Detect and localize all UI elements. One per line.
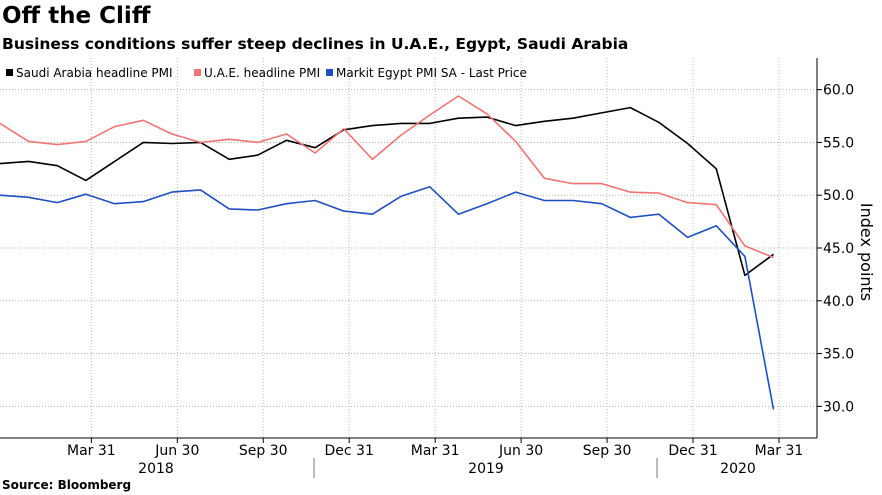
series-line-1 (0, 106, 774, 277)
x-year-label: 2018 (138, 461, 174, 477)
legend-swatch (326, 69, 333, 76)
x-year-label: 2019 (468, 461, 504, 477)
x-tick-label: Sep 30 (583, 443, 632, 459)
series-line-3 (0, 186, 775, 410)
y-tick-label: 55.0 (823, 135, 854, 151)
x-year-label: 2020 (720, 461, 756, 477)
chart-title: Off the Cliff (2, 3, 151, 29)
y-tick-label: 35.0 (823, 347, 854, 363)
series-lines (0, 95, 775, 410)
x-tick-label: Mar 31 (755, 443, 804, 459)
legend-swatch (194, 69, 201, 76)
x-tick-label: Dec 31 (325, 443, 374, 459)
y-tick-label: 45.0 (823, 241, 854, 257)
y-axis-label: Index points (857, 203, 876, 301)
legend-label: U.A.E. headline PMI (204, 66, 320, 80)
chart-subtitle: Business conditions suffer steep decline… (2, 35, 629, 53)
x-tick-label: Mar 31 (67, 443, 116, 459)
grid-lines (0, 58, 817, 438)
x-tick-label: Jun 30 (498, 443, 543, 459)
x-axis-ticks: Mar 31 Jun 30 Sep 30 Dec 31 Mar 31 Jun 30 Sep … (67, 438, 803, 478)
legend-swatch (6, 69, 13, 76)
x-tick-label: Sep 30 (239, 443, 288, 459)
x-tick-label: Dec 31 (668, 443, 717, 459)
y-tick-label: 50.0 (823, 188, 854, 204)
series-line-2 (0, 95, 774, 259)
y-axis-ticks: 60.0 55.0 50.0 45.0 40.0 35.0 30.0 (817, 83, 854, 415)
y-tick-label: 60.0 (823, 83, 854, 99)
legend-label: Markit Egypt PMI SA - Last Price (336, 66, 527, 80)
x-tick-label: Jun 30 (154, 443, 199, 459)
y-tick-label: 30.0 (823, 399, 854, 415)
y-tick-label: 40.0 (823, 294, 854, 310)
legend-label: Saudi Arabia headline PMI (16, 66, 173, 80)
source-note: Source: Bloomberg (2, 478, 132, 492)
legend: Saudi Arabia headline PMI U.A.E. headline… (6, 66, 527, 80)
x-tick-label: Mar 31 (411, 443, 460, 459)
